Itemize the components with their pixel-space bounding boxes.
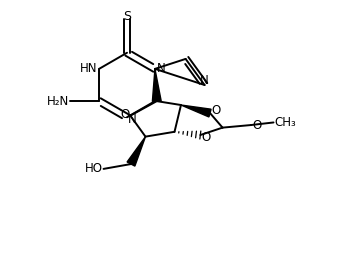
Text: O: O: [201, 131, 211, 144]
Text: O: O: [211, 104, 220, 117]
Text: N: N: [157, 62, 166, 75]
Polygon shape: [181, 105, 211, 117]
Polygon shape: [153, 69, 161, 101]
Text: O: O: [120, 108, 129, 121]
Text: S: S: [123, 10, 131, 23]
Text: O: O: [253, 118, 262, 132]
Text: CH₃: CH₃: [275, 116, 297, 129]
Text: N: N: [128, 113, 137, 126]
Text: H₂N: H₂N: [47, 95, 69, 108]
Text: HO: HO: [84, 162, 103, 175]
Polygon shape: [127, 137, 145, 166]
Text: N: N: [200, 74, 209, 87]
Text: HN: HN: [80, 62, 97, 75]
